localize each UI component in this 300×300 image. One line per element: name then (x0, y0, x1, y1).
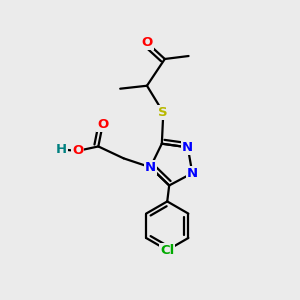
Text: O: O (97, 118, 108, 130)
Text: Cl: Cl (160, 244, 174, 257)
Text: N: N (182, 141, 193, 154)
Text: N: N (187, 167, 198, 180)
Text: N: N (145, 161, 156, 174)
Text: O: O (72, 144, 83, 158)
Text: O: O (141, 36, 153, 49)
Text: H: H (56, 143, 67, 156)
Text: S: S (158, 106, 168, 119)
